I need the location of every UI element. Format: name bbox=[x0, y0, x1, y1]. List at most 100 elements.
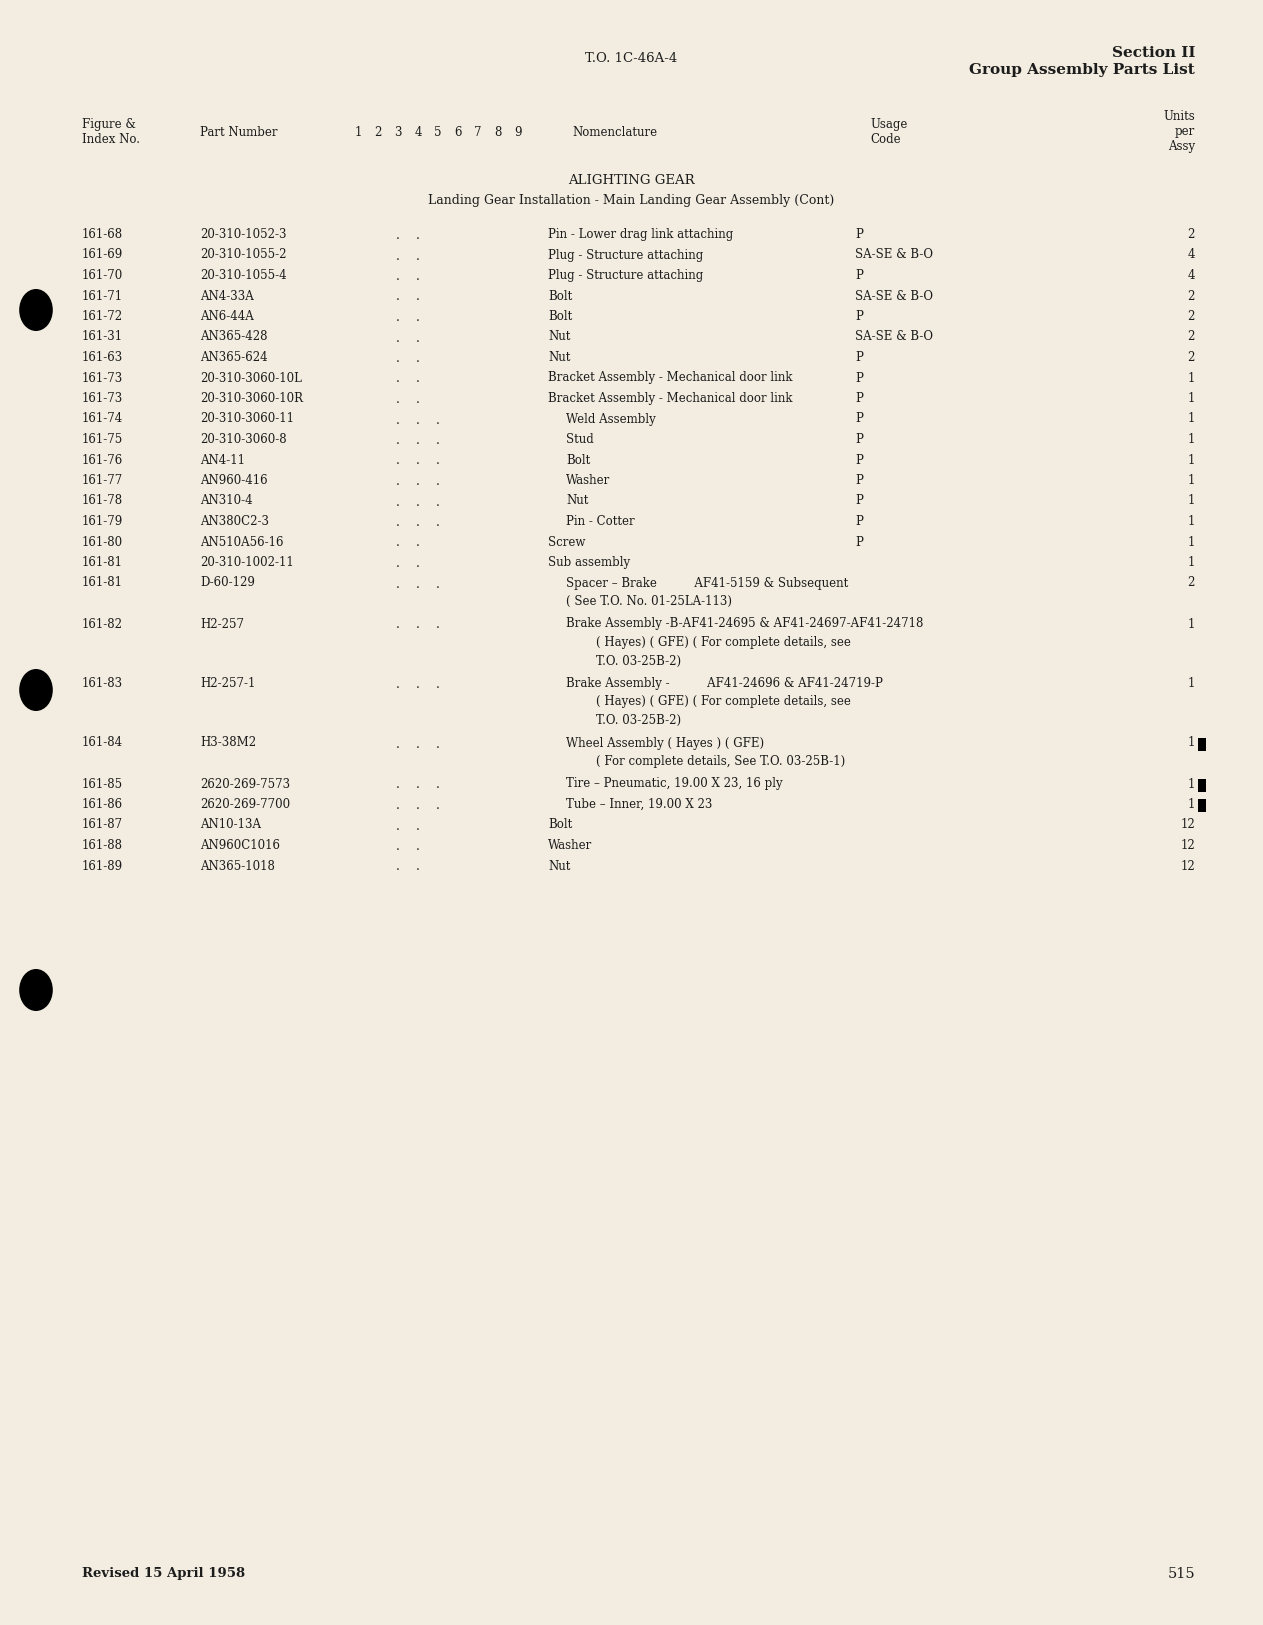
Text: 20-310-1002-11: 20-310-1002-11 bbox=[200, 556, 294, 569]
Text: AN310-4: AN310-4 bbox=[200, 494, 253, 507]
Text: ( For complete details, See T.O. 03-25B-1): ( For complete details, See T.O. 03-25B-… bbox=[596, 756, 845, 769]
Text: 20-310-1055-2: 20-310-1055-2 bbox=[200, 249, 287, 262]
Text: .: . bbox=[397, 557, 400, 570]
Text: Wheel Assembly ( Hayes ) ( GFE): Wheel Assembly ( Hayes ) ( GFE) bbox=[566, 736, 764, 749]
Text: P: P bbox=[855, 536, 863, 549]
Text: Bolt: Bolt bbox=[566, 453, 590, 466]
Text: AN380C2-3: AN380C2-3 bbox=[200, 515, 269, 528]
Text: 2: 2 bbox=[1187, 577, 1195, 590]
Text: .: . bbox=[397, 840, 400, 853]
Text: Washer: Washer bbox=[548, 838, 592, 852]
Text: 161-79: 161-79 bbox=[82, 515, 124, 528]
Text: 1: 1 bbox=[1187, 798, 1195, 811]
Text: Screw: Screw bbox=[548, 536, 585, 549]
Text: .: . bbox=[416, 455, 419, 468]
Text: T.O. 03-25B-2): T.O. 03-25B-2) bbox=[596, 713, 681, 726]
Text: AN365-624: AN365-624 bbox=[200, 351, 268, 364]
Text: .: . bbox=[416, 474, 419, 487]
Text: P: P bbox=[855, 474, 863, 487]
Text: .: . bbox=[397, 738, 400, 751]
Text: P: P bbox=[855, 494, 863, 507]
Text: .: . bbox=[436, 678, 440, 691]
Text: P: P bbox=[855, 392, 863, 405]
Ellipse shape bbox=[19, 289, 53, 332]
Text: 161-81: 161-81 bbox=[82, 556, 123, 569]
Text: .: . bbox=[397, 353, 400, 366]
Text: T.O. 03-25B-2): T.O. 03-25B-2) bbox=[596, 655, 681, 668]
Text: .: . bbox=[436, 474, 440, 487]
Text: .: . bbox=[416, 332, 419, 344]
Text: Sub assembly: Sub assembly bbox=[548, 556, 630, 569]
Text: 9: 9 bbox=[514, 127, 522, 140]
Text: .: . bbox=[416, 250, 419, 263]
Ellipse shape bbox=[19, 968, 53, 1011]
Text: 161-86: 161-86 bbox=[82, 798, 123, 811]
Text: 20-310-3060-11: 20-310-3060-11 bbox=[200, 413, 294, 426]
Text: AN4-33A: AN4-33A bbox=[200, 289, 254, 302]
Bar bbox=[1199, 778, 1206, 791]
Text: Brake Assembly -          AF41-24696 & AF41-24719-P: Brake Assembly - AF41-24696 & AF41-24719… bbox=[566, 678, 883, 691]
Text: 1: 1 bbox=[1187, 736, 1195, 749]
Text: .: . bbox=[416, 310, 419, 323]
Text: Index No.: Index No. bbox=[82, 133, 140, 146]
Text: Plug - Structure attaching: Plug - Structure attaching bbox=[548, 249, 703, 262]
Text: .: . bbox=[397, 291, 400, 304]
Text: .: . bbox=[397, 474, 400, 487]
Text: T.O. 1C-46A-4: T.O. 1C-46A-4 bbox=[585, 52, 678, 65]
Text: .: . bbox=[416, 372, 419, 385]
Text: .: . bbox=[416, 270, 419, 283]
Ellipse shape bbox=[19, 670, 53, 712]
Text: Tire – Pneumatic, 19.00 X 23, 16 ply: Tire – Pneumatic, 19.00 X 23, 16 ply bbox=[566, 777, 783, 790]
Text: SA-SE & B-O: SA-SE & B-O bbox=[855, 249, 933, 262]
Text: .: . bbox=[416, 496, 419, 509]
Text: 1: 1 bbox=[1187, 556, 1195, 569]
Text: .: . bbox=[397, 372, 400, 385]
Text: AN960C1016: AN960C1016 bbox=[200, 838, 280, 852]
Text: 12: 12 bbox=[1180, 819, 1195, 832]
Text: Part Number: Part Number bbox=[200, 127, 278, 140]
Text: 161-31: 161-31 bbox=[82, 330, 123, 343]
Text: 161-78: 161-78 bbox=[82, 494, 123, 507]
Text: 161-73: 161-73 bbox=[82, 372, 124, 385]
Bar bbox=[1199, 738, 1206, 751]
Text: 4: 4 bbox=[1187, 270, 1195, 283]
Text: 161-63: 161-63 bbox=[82, 351, 124, 364]
Text: 2: 2 bbox=[1187, 289, 1195, 302]
Text: .: . bbox=[397, 250, 400, 263]
Text: 161-76: 161-76 bbox=[82, 453, 124, 466]
Text: AN960-416: AN960-416 bbox=[200, 474, 268, 487]
Text: .: . bbox=[436, 455, 440, 468]
Text: .: . bbox=[416, 819, 419, 832]
Text: .: . bbox=[397, 536, 400, 549]
Text: Pin - Lower drag link attaching: Pin - Lower drag link attaching bbox=[548, 228, 734, 240]
Text: ( Hayes) ( GFE) ( For complete details, see: ( Hayes) ( GFE) ( For complete details, … bbox=[596, 635, 851, 648]
Text: .: . bbox=[416, 291, 419, 304]
Text: SA-SE & B-O: SA-SE & B-O bbox=[855, 289, 933, 302]
Text: .: . bbox=[397, 310, 400, 323]
Text: 161-69: 161-69 bbox=[82, 249, 124, 262]
Text: 2: 2 bbox=[374, 127, 381, 140]
Text: .: . bbox=[416, 536, 419, 549]
Text: P: P bbox=[855, 372, 863, 385]
Text: Revised 15 April 1958: Revised 15 April 1958 bbox=[82, 1566, 245, 1580]
Text: .: . bbox=[436, 496, 440, 509]
Text: 161-82: 161-82 bbox=[82, 618, 123, 630]
Text: 2620-269-7573: 2620-269-7573 bbox=[200, 777, 290, 790]
Text: 4: 4 bbox=[1187, 249, 1195, 262]
Text: .: . bbox=[397, 332, 400, 344]
Text: P: P bbox=[855, 453, 863, 466]
Text: .: . bbox=[416, 413, 419, 426]
Text: ALIGHTING GEAR: ALIGHTING GEAR bbox=[568, 174, 695, 187]
Text: 20-310-3060-8: 20-310-3060-8 bbox=[200, 432, 287, 445]
Text: 1: 1 bbox=[1187, 515, 1195, 528]
Text: Nut: Nut bbox=[548, 860, 571, 873]
Text: Pin - Cotter: Pin - Cotter bbox=[566, 515, 634, 528]
Text: .: . bbox=[397, 393, 400, 406]
Text: Washer: Washer bbox=[566, 474, 610, 487]
Text: 161-77: 161-77 bbox=[82, 474, 124, 487]
Text: 161-72: 161-72 bbox=[82, 310, 123, 323]
Text: .: . bbox=[416, 840, 419, 853]
Text: H3-38M2: H3-38M2 bbox=[200, 736, 256, 749]
Text: .: . bbox=[416, 778, 419, 791]
Text: .: . bbox=[416, 517, 419, 530]
